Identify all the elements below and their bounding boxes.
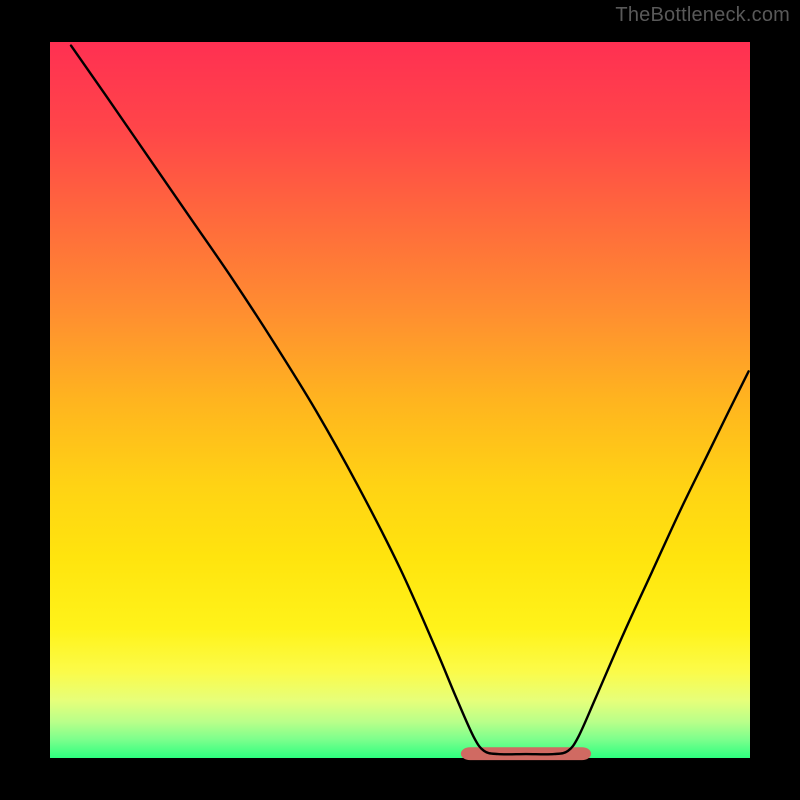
watermark-label: TheBottleneck.com: [615, 4, 790, 27]
frame-right: [750, 0, 800, 800]
frame-left: [0, 0, 50, 800]
plot-background: [50, 42, 750, 758]
frame-bottom: [0, 758, 800, 800]
chart-canvas: [0, 0, 800, 800]
bottleneck-chart: TheBottleneck.com: [0, 0, 800, 800]
